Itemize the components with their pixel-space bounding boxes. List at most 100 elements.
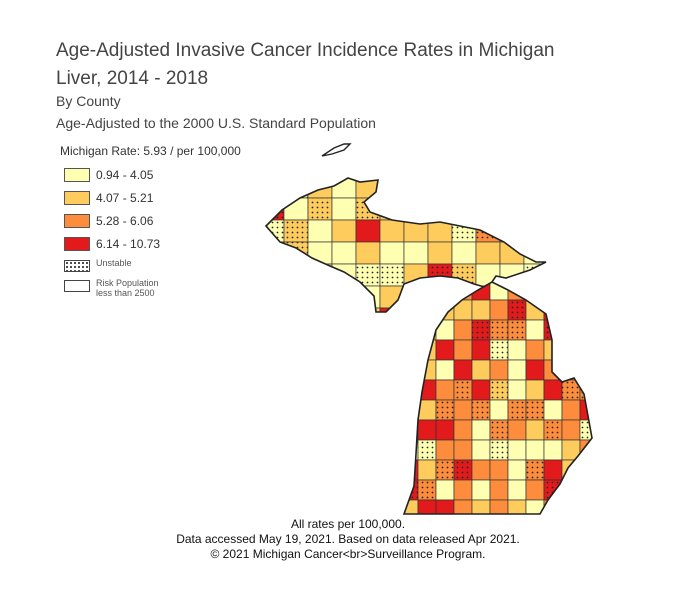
county <box>435 379 455 401</box>
rate-legend: 0.94 - 4.05 4.07 - 5.21 5.28 - 6.06 6.14… <box>64 166 160 258</box>
unstable-county-marker <box>266 198 284 220</box>
county <box>579 459 592 481</box>
county <box>548 176 572 198</box>
county <box>417 319 437 341</box>
unstable-county-marker <box>526 282 544 300</box>
unstable-county-marker <box>490 440 508 460</box>
legend-label: 5.28 - 6.06 <box>96 214 154 228</box>
unstable-county-marker <box>418 440 436 460</box>
county <box>507 359 527 381</box>
county <box>471 419 491 441</box>
county <box>427 241 453 265</box>
county <box>543 339 563 361</box>
county <box>307 263 333 287</box>
county <box>561 299 581 321</box>
unstable-county-marker <box>548 264 572 286</box>
legend-swatch <box>64 191 90 205</box>
county <box>266 263 285 287</box>
county <box>507 339 527 361</box>
county <box>283 263 309 287</box>
unstable-county-marker <box>580 282 592 300</box>
county <box>355 241 381 265</box>
unstable-swatch <box>64 260 90 272</box>
county <box>499 178 525 199</box>
county <box>499 241 525 265</box>
county <box>499 263 525 287</box>
county <box>331 197 357 221</box>
county <box>331 219 357 243</box>
unstable-county-marker <box>308 198 332 220</box>
unstable-county-marker <box>562 300 580 320</box>
county <box>403 178 429 199</box>
county <box>543 399 563 421</box>
county <box>525 419 545 441</box>
county <box>543 282 563 301</box>
county <box>307 285 333 309</box>
county <box>451 241 477 265</box>
county <box>471 439 491 461</box>
footer-copyright: © 2021 Michigan Cancer<br>Surveillance P… <box>210 547 486 561</box>
unstable-county-marker <box>490 420 508 440</box>
county <box>548 308 572 330</box>
unstable-county-marker <box>284 220 308 242</box>
unstable-county-marker <box>472 320 490 340</box>
county <box>427 197 453 221</box>
county <box>471 359 491 381</box>
unstable-county-marker <box>472 400 490 420</box>
risk-swatch <box>64 280 90 292</box>
footer-data-accessed: Data accessed May 19, 2021. Based on dat… <box>176 532 520 546</box>
county <box>499 219 525 243</box>
county <box>525 439 545 461</box>
county <box>525 379 545 401</box>
county <box>543 459 563 481</box>
unstable-county-marker <box>404 178 428 198</box>
county <box>331 285 357 309</box>
unstable-county-marker <box>500 198 524 220</box>
unstable-county-marker <box>266 220 284 242</box>
county <box>435 359 455 381</box>
county <box>507 379 527 401</box>
county <box>507 282 527 301</box>
unstable-county-marker <box>562 380 580 400</box>
unstable-county-marker <box>266 264 284 286</box>
county <box>489 299 509 321</box>
county <box>523 178 546 199</box>
unstable-county-marker <box>544 420 562 440</box>
county <box>427 178 453 199</box>
county <box>283 285 309 309</box>
risk-label: Risk Population less than 2500 <box>96 278 159 298</box>
unstable-county-marker <box>454 380 472 400</box>
unstable-county-marker <box>580 480 592 500</box>
county <box>417 459 437 481</box>
county <box>379 219 405 243</box>
county <box>331 263 357 287</box>
map-subtitle-standard: Age-Adjusted to the 2000 U.S. Standard P… <box>56 115 376 131</box>
unstable-county-marker <box>580 300 592 320</box>
county <box>404 339 419 361</box>
county <box>453 419 473 441</box>
county <box>435 319 455 341</box>
county <box>489 479 509 501</box>
county <box>507 439 527 461</box>
county <box>525 282 545 301</box>
county <box>379 285 405 309</box>
county <box>266 285 285 309</box>
unstable-county-marker <box>526 460 544 480</box>
county <box>475 263 501 287</box>
county <box>507 459 527 481</box>
unstable-county-marker <box>428 178 452 198</box>
county <box>471 379 491 401</box>
county <box>435 439 455 461</box>
county <box>453 339 473 361</box>
county <box>548 220 572 242</box>
unstable-county-marker <box>500 178 524 198</box>
unstable-county-marker <box>544 320 562 340</box>
county <box>403 285 429 309</box>
county <box>525 319 545 341</box>
county <box>475 197 501 221</box>
unstable-county-marker <box>490 320 508 340</box>
county <box>355 219 381 243</box>
county <box>525 479 545 501</box>
legend-swatch <box>64 214 90 228</box>
